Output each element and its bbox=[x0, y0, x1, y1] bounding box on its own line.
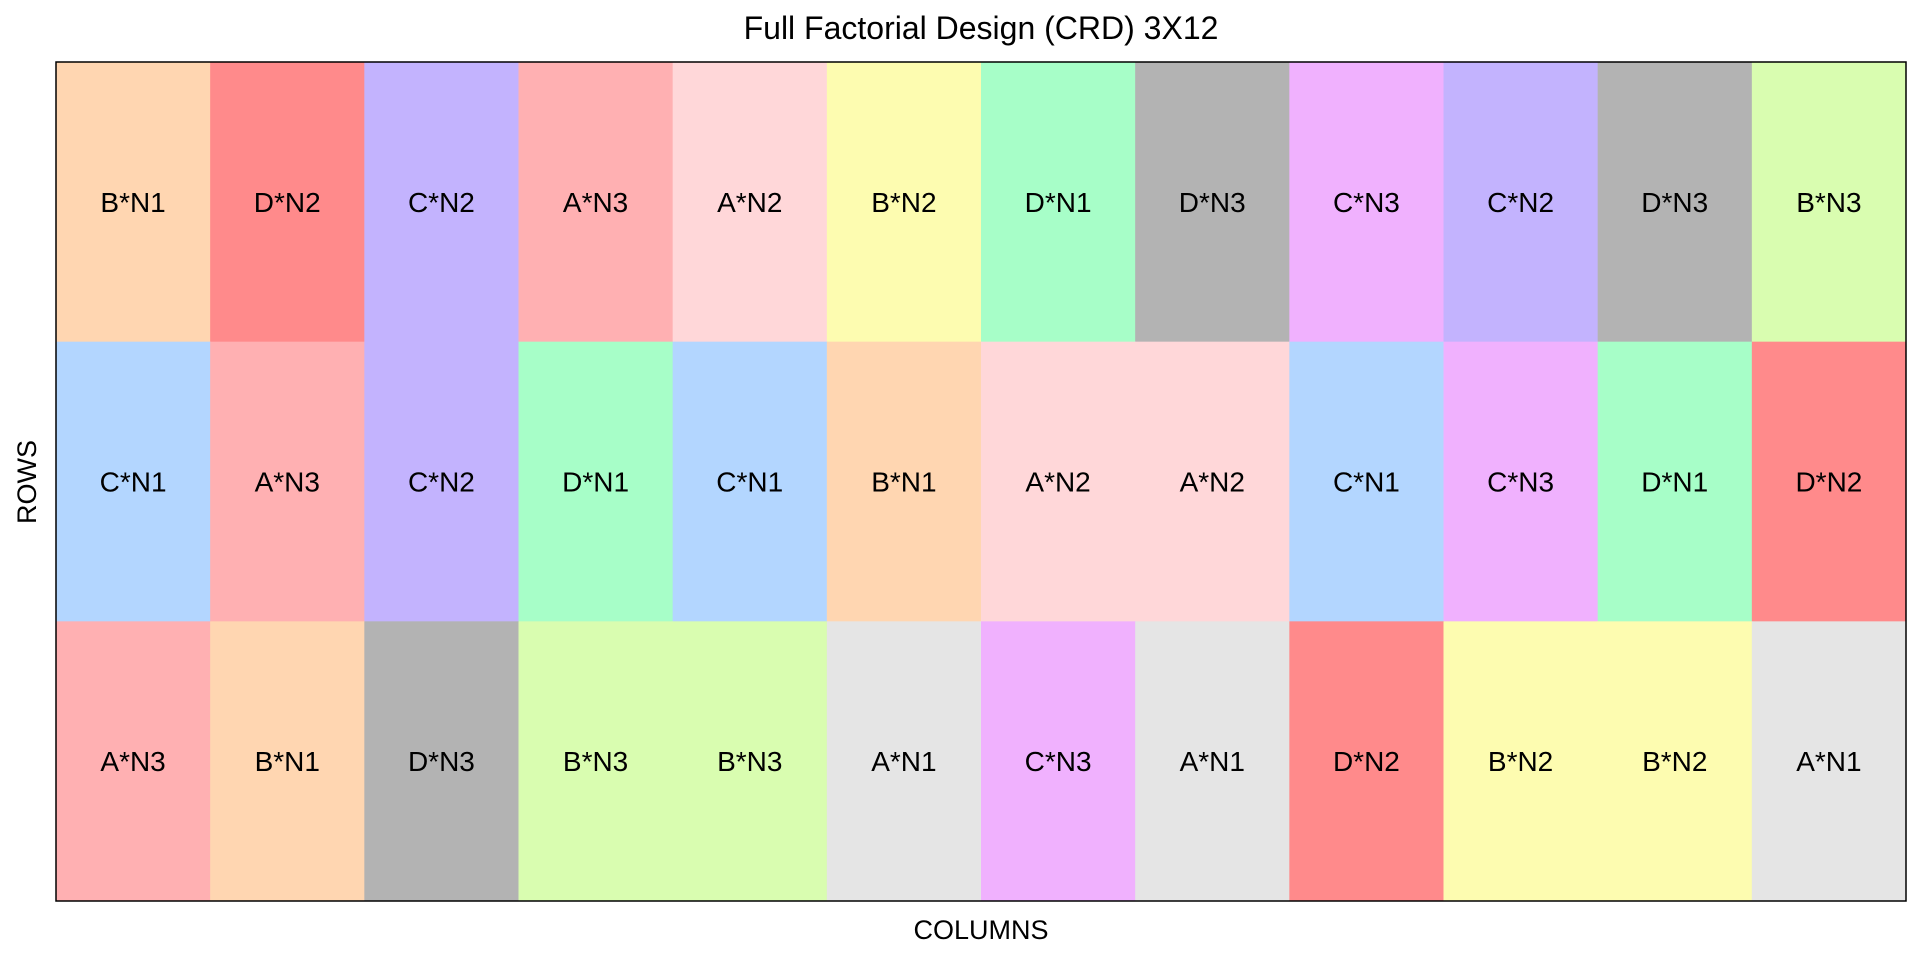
cell-label-r2-c5: C*N1 bbox=[716, 467, 783, 498]
cell-label-r1-c5: A*N2 bbox=[717, 187, 782, 218]
chart-cells: B*N1 D*N2 C*N2 A*N3 A*N2 B*N2 D*N1 D*N3 C*N3 C*N2… bbox=[56, 62, 1907, 902]
cell-r2-c6 bbox=[826, 341, 982, 622]
cell-r2-c11 bbox=[1597, 341, 1753, 622]
cell-label-r1-c10: C*N2 bbox=[1487, 187, 1554, 218]
cell-label-r2-c9: C*N1 bbox=[1333, 467, 1400, 498]
cell-r3-c5 bbox=[672, 621, 828, 902]
cell-r1-c10 bbox=[1443, 62, 1599, 343]
cell-r1-c4 bbox=[518, 62, 674, 343]
cell-label-r2-c12: D*N2 bbox=[1795, 467, 1862, 498]
cell-r2-c5 bbox=[672, 341, 828, 622]
cell-label-r2-c4: D*N1 bbox=[562, 467, 629, 498]
cell-label-r1-c4: A*N3 bbox=[563, 187, 628, 218]
cell-r1-c2 bbox=[210, 62, 365, 343]
cell-r3-c11 bbox=[1597, 621, 1753, 902]
cell-label-r3-c3: D*N3 bbox=[408, 746, 475, 777]
cell-r3-c10 bbox=[1443, 621, 1599, 902]
cell-label-r2-c1: C*N1 bbox=[100, 467, 167, 498]
cell-r3-c12 bbox=[1751, 621, 1907, 902]
cell-label-r1-c3: C*N2 bbox=[408, 187, 475, 218]
cell-r3-c9 bbox=[1289, 621, 1444, 902]
cell-r1-c5 bbox=[672, 62, 828, 343]
cell-r2-c9 bbox=[1289, 341, 1444, 622]
cell-r1-c11 bbox=[1597, 62, 1753, 343]
cell-label-r3-c10: B*N2 bbox=[1488, 746, 1553, 777]
cell-label-r3-c5: B*N3 bbox=[717, 746, 782, 777]
cell-label-r3-c6: A*N1 bbox=[871, 746, 936, 777]
cell-label-r1-c6: B*N2 bbox=[871, 187, 936, 218]
cell-r3-c6 bbox=[826, 621, 982, 902]
cell-r2-c3 bbox=[364, 341, 519, 622]
cell-label-r1-c1: B*N1 bbox=[100, 187, 165, 218]
cell-label-r2-c10: C*N3 bbox=[1487, 467, 1554, 498]
cell-label-r2-c7: A*N2 bbox=[1025, 467, 1090, 498]
cell-label-r1-c2: D*N2 bbox=[254, 187, 321, 218]
cell-r1-c7 bbox=[981, 62, 1136, 343]
cell-r3-c7 bbox=[981, 621, 1136, 902]
cell-r3-c4 bbox=[518, 621, 674, 902]
cell-label-r3-c11: B*N2 bbox=[1642, 746, 1707, 777]
cell-label-r3-c12: A*N1 bbox=[1796, 746, 1861, 777]
cell-r3-c3 bbox=[364, 621, 519, 902]
plot-border bbox=[55, 61, 1907, 902]
cell-label-r2-c8: A*N2 bbox=[1180, 467, 1245, 498]
cell-label-r1-c12: B*N3 bbox=[1796, 187, 1861, 218]
cell-label-r3-c9: D*N2 bbox=[1333, 746, 1400, 777]
cell-r2-c7 bbox=[981, 341, 1136, 622]
cell-label-r1-c9: C*N3 bbox=[1333, 187, 1400, 218]
cell-label-r3-c8: A*N1 bbox=[1180, 746, 1245, 777]
x-axis-label: COLUMNS bbox=[913, 915, 1048, 945]
cell-r2-c4 bbox=[518, 341, 674, 622]
cell-label-r3-c1: A*N3 bbox=[100, 746, 165, 777]
cell-label-r3-c2: B*N1 bbox=[255, 746, 320, 777]
cell-label-r1-c7: D*N1 bbox=[1025, 187, 1092, 218]
cell-r2-c1 bbox=[56, 341, 211, 622]
chart-title: Full Factorial Design (CRD) 3X12 bbox=[744, 10, 1219, 46]
cell-r1-c1 bbox=[56, 62, 211, 343]
cell-r1-c8 bbox=[1135, 62, 1290, 343]
cell-label-r1-c8: D*N3 bbox=[1179, 187, 1246, 218]
cell-r2-c2 bbox=[210, 341, 365, 622]
cell-r1-c3 bbox=[364, 62, 519, 343]
cell-label-r2-c3: C*N2 bbox=[408, 467, 475, 498]
cell-r2-c10 bbox=[1443, 341, 1599, 622]
cell-r2-c8 bbox=[1135, 341, 1290, 622]
cell-r3-c1 bbox=[56, 621, 211, 902]
cell-label-r3-c4: B*N3 bbox=[563, 746, 628, 777]
cell-label-r2-c11: D*N1 bbox=[1641, 467, 1708, 498]
cell-r1-c9 bbox=[1289, 62, 1444, 343]
cell-r1-c6 bbox=[826, 62, 982, 343]
cell-label-r2-c6: B*N1 bbox=[871, 467, 936, 498]
cell-r3-c8 bbox=[1135, 621, 1290, 902]
cell-r2-c12 bbox=[1751, 341, 1907, 622]
cell-label-r3-c7: C*N3 bbox=[1025, 746, 1092, 777]
cell-r1-c12 bbox=[1751, 62, 1907, 343]
cell-label-r2-c2: A*N3 bbox=[255, 467, 320, 498]
y-axis-label: ROWS bbox=[12, 440, 42, 524]
cell-r3-c2 bbox=[210, 621, 365, 902]
cell-label-r1-c11: D*N3 bbox=[1641, 187, 1708, 218]
